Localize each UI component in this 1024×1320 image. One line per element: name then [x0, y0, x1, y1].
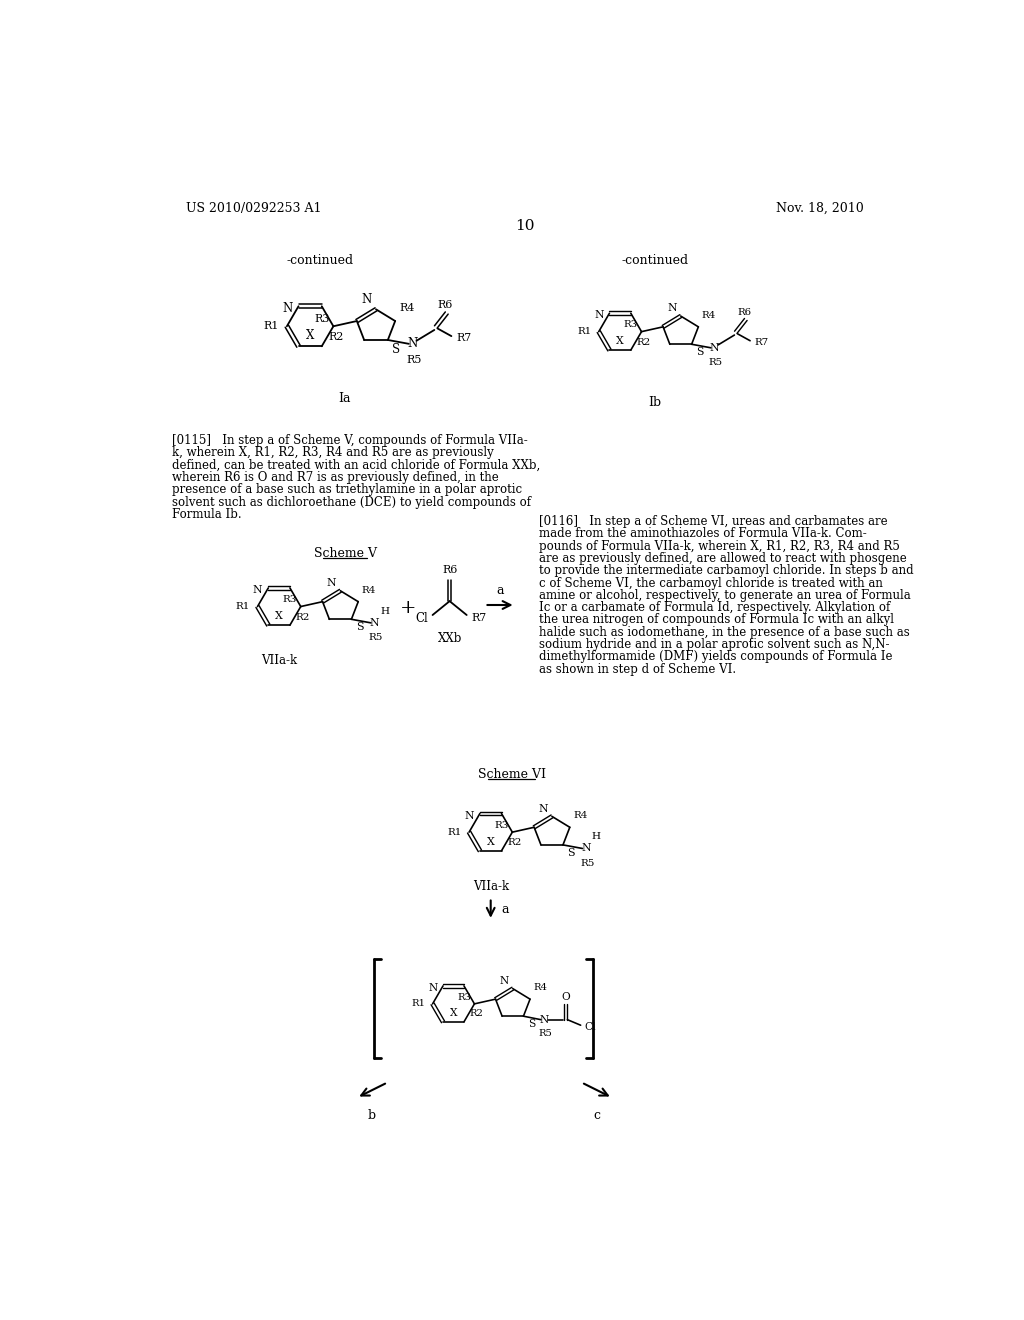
Text: R2: R2	[296, 612, 310, 622]
Text: are as previously defined, are allowed to react with phosgene: are as previously defined, are allowed t…	[539, 552, 906, 565]
Text: pounds of Formula VIIa-k, wherein X, R1, R2, R3, R4 and R5: pounds of Formula VIIa-k, wherein X, R1,…	[539, 540, 900, 553]
Text: [0116]   In step a of Scheme VI, ureas and carbamates are: [0116] In step a of Scheme VI, ureas and…	[539, 515, 888, 528]
Text: -continued: -continued	[287, 255, 353, 268]
Text: H: H	[592, 833, 601, 841]
Text: N: N	[253, 585, 262, 595]
Text: N: N	[710, 343, 719, 352]
Text: wherein R6 is O and R7 is as previously defined, in the: wherein R6 is O and R7 is as previously …	[172, 471, 499, 484]
Text: S: S	[696, 347, 703, 358]
Text: b: b	[368, 1109, 376, 1122]
Text: R3: R3	[314, 314, 330, 323]
Text: R3: R3	[624, 321, 638, 329]
Text: N: N	[361, 293, 372, 306]
Text: R4: R4	[701, 310, 716, 319]
Text: R5: R5	[407, 355, 422, 364]
Text: N: N	[582, 843, 591, 854]
Text: Scheme V: Scheme V	[313, 548, 377, 560]
Text: X: X	[616, 337, 624, 346]
Text: R5: R5	[581, 858, 595, 867]
Text: the urea nitrogen of compounds of Formula Ic with an alkyl: the urea nitrogen of compounds of Formul…	[539, 614, 894, 627]
Text: N: N	[370, 618, 379, 628]
Text: S: S	[355, 622, 364, 632]
Text: halide such as iodomethane, in the presence of a base such as: halide such as iodomethane, in the prese…	[539, 626, 909, 639]
Text: X: X	[306, 330, 314, 342]
Text: Formula Ib.: Formula Ib.	[172, 508, 242, 521]
Text: N: N	[540, 1015, 549, 1024]
Text: H: H	[380, 607, 389, 615]
Text: R4: R4	[573, 810, 588, 820]
Text: N: N	[428, 983, 437, 993]
Text: R3: R3	[457, 993, 471, 1002]
Text: Nov. 18, 2010: Nov. 18, 2010	[776, 202, 864, 215]
Text: a: a	[497, 585, 504, 598]
Text: 10: 10	[515, 219, 535, 234]
Text: R1: R1	[447, 828, 462, 837]
Text: VIIa-k: VIIa-k	[261, 653, 297, 667]
Text: O: O	[561, 991, 569, 1002]
Text: Ia: Ia	[339, 392, 351, 405]
Text: -continued: -continued	[622, 255, 688, 268]
Text: N: N	[538, 804, 548, 813]
Text: R6: R6	[437, 300, 453, 310]
Text: N: N	[500, 975, 509, 986]
Text: as shown in step d of Scheme VI.: as shown in step d of Scheme VI.	[539, 663, 736, 676]
Text: to provide the intermediate carbamoyl chloride. In steps b and: to provide the intermediate carbamoyl ch…	[539, 564, 913, 577]
Text: N: N	[667, 304, 677, 313]
Text: solvent such as dichloroethane (DCE) to yield compounds of: solvent such as dichloroethane (DCE) to …	[172, 496, 531, 508]
Text: R7: R7	[456, 333, 471, 343]
Text: N: N	[327, 578, 336, 587]
Text: R1: R1	[236, 602, 250, 611]
Text: defined, can be treated with an acid chloride of Formula XXb,: defined, can be treated with an acid chl…	[172, 459, 541, 471]
Text: N: N	[465, 810, 474, 821]
Text: R1: R1	[264, 321, 280, 331]
Text: Cl: Cl	[415, 611, 428, 624]
Text: N: N	[594, 310, 604, 321]
Text: R2: R2	[470, 1010, 483, 1019]
Text: R7: R7	[471, 612, 486, 623]
Text: R5: R5	[709, 358, 723, 367]
Text: R6: R6	[737, 308, 752, 317]
Text: sodium hydride and in a polar aprotic solvent such as N,N-: sodium hydride and in a polar aprotic so…	[539, 638, 889, 651]
Text: made from the aminothiazoles of Formula VIIa-k. Com-: made from the aminothiazoles of Formula …	[539, 527, 866, 540]
Text: S: S	[567, 847, 574, 858]
Text: N: N	[408, 338, 418, 350]
Text: +: +	[400, 599, 417, 616]
Text: R4: R4	[399, 304, 415, 313]
Text: k, wherein X, R1, R2, R3, R4 and R5 are as previously: k, wherein X, R1, R2, R3, R4 and R5 are …	[172, 446, 494, 459]
Text: R3: R3	[283, 595, 297, 605]
Text: X: X	[486, 837, 495, 847]
Text: R7: R7	[755, 338, 768, 347]
Text: R5: R5	[369, 632, 383, 642]
Text: R3: R3	[495, 821, 509, 830]
Text: Ib: Ib	[648, 396, 662, 409]
Text: Cl: Cl	[585, 1022, 596, 1032]
Text: R4: R4	[361, 586, 376, 594]
Text: S: S	[527, 1019, 535, 1030]
Text: c: c	[593, 1109, 600, 1122]
Text: X: X	[450, 1008, 458, 1018]
Text: X: X	[275, 611, 283, 622]
Text: Scheme VI: Scheme VI	[477, 768, 546, 781]
Text: R1: R1	[578, 327, 592, 337]
Text: S: S	[392, 343, 400, 356]
Text: N: N	[282, 302, 292, 315]
Text: US 2010/0292253 A1: US 2010/0292253 A1	[186, 202, 322, 215]
Text: XXb: XXb	[437, 632, 462, 645]
Text: dimethylformamide (DMF) yields compounds of Formula Ie: dimethylformamide (DMF) yields compounds…	[539, 651, 892, 664]
Text: R6: R6	[442, 565, 458, 576]
Text: c of Scheme VI, the carbamoyl chloride is treated with an: c of Scheme VI, the carbamoyl chloride i…	[539, 577, 883, 590]
Text: amine or alcohol, respectively, to generate an urea of Formula: amine or alcohol, respectively, to gener…	[539, 589, 910, 602]
Text: R4: R4	[534, 983, 548, 993]
Text: R2: R2	[507, 838, 521, 847]
Text: R2: R2	[637, 338, 651, 347]
Text: a: a	[502, 903, 509, 916]
Text: R5: R5	[539, 1030, 553, 1039]
Text: [0115]   In step a of Scheme V, compounds of Formula VIIa-: [0115] In step a of Scheme V, compounds …	[172, 434, 528, 447]
Text: presence of a base such as triethylamine in a polar aprotic: presence of a base such as triethylamine…	[172, 483, 522, 496]
Text: R2: R2	[328, 333, 343, 342]
Text: R1: R1	[412, 999, 426, 1008]
Text: VIIa-k: VIIa-k	[473, 880, 509, 892]
Text: Ic or a carbamate of Formula Id, respectively. Alkylation of: Ic or a carbamate of Formula Id, respect…	[539, 601, 890, 614]
